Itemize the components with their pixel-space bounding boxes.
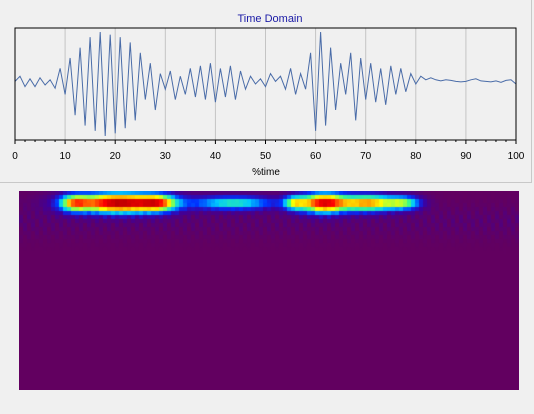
spectrogram-heatmap [19,191,519,390]
chart-title: Time Domain [238,13,303,25]
x-tick-label: 30 [160,151,172,162]
gridlines [64,28,467,140]
x-tick-label: 20 [110,151,122,162]
signal-line [14,31,517,137]
spectrogram-panel [0,184,534,414]
time-domain-panel: Time Domain 0 10 20 30 40 50 60 70 80 90 100 %time [0,0,532,183]
x-tick-label: 90 [460,151,472,162]
x-tick-label: 100 [508,151,525,162]
x-tick-label: 60 [310,151,322,162]
x-tick-label: 70 [360,151,372,162]
x-axis-label: %time [252,167,280,178]
x-tick-label: 50 [260,151,272,162]
time-domain-chart: Time Domain 0 10 20 30 40 50 60 70 80 90 100 %time [12,13,525,178]
x-tick-label: 80 [410,151,422,162]
plot-frame [14,27,517,141]
signal-series [14,31,517,137]
x-tick-label: 0 [12,151,18,162]
x-tick-label: 10 [60,151,72,162]
x-axis-ticks: 0 10 20 30 40 50 60 70 80 90 100 [12,140,525,162]
x-tick-label: 40 [210,151,222,162]
